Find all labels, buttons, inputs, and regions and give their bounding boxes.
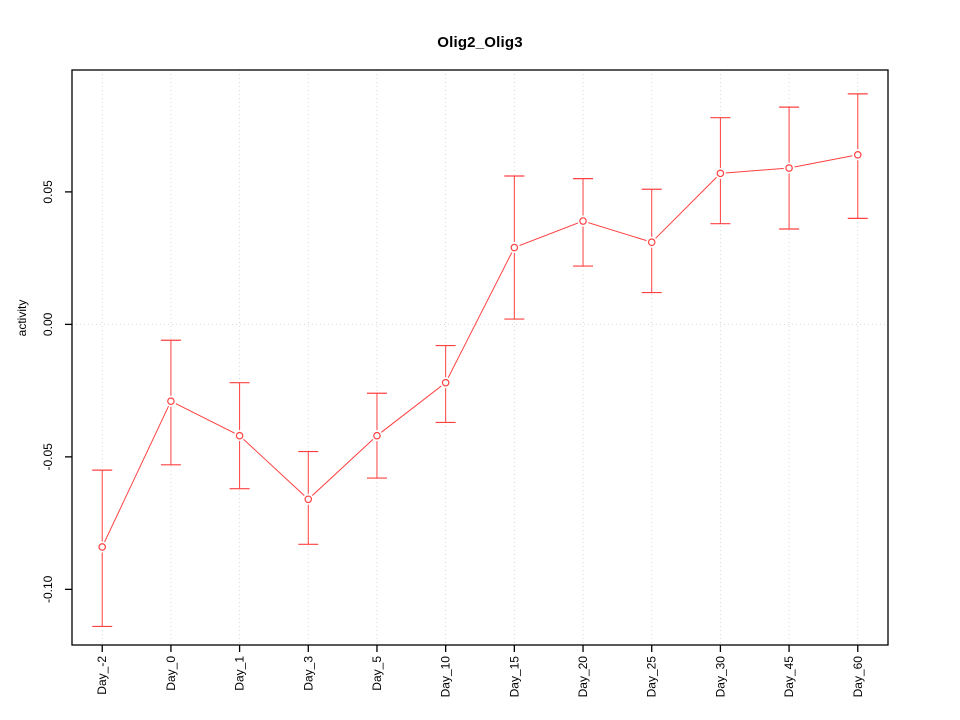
x-tick-label: Day_10	[439, 656, 453, 698]
x-tick-label: Day_20	[576, 656, 590, 698]
x-tick-label: Day_60	[851, 656, 865, 698]
data-point-marker	[785, 164, 793, 172]
y-tick-label: 0.00	[41, 312, 55, 336]
x-tick-label: Day_25	[645, 656, 659, 698]
chart-title: Olig2_Olig3	[437, 34, 523, 51]
y-tick-label: -0.10	[41, 575, 55, 603]
data-point-marker	[853, 150, 862, 159]
x-tick-label: Day_0	[164, 656, 178, 691]
x-tick-label: Day_3	[301, 656, 315, 691]
x-tick-label: Day_1	[233, 656, 247, 691]
data-point-marker	[510, 243, 519, 252]
data-point-marker	[373, 431, 381, 440]
data-point-marker	[235, 431, 244, 440]
x-tick-label: Day_5	[370, 656, 384, 691]
data-point-marker	[98, 543, 107, 551]
y-tick-label: -0.05	[41, 443, 55, 471]
x-tick-label: Day_45	[782, 656, 796, 698]
plot-border	[71, 69, 889, 646]
x-tick-label: Day_15	[507, 656, 521, 698]
x-tick-label: Day_30	[713, 656, 727, 698]
data-point-marker	[647, 238, 656, 247]
data-point-marker	[716, 169, 725, 178]
data-point-marker	[304, 495, 313, 504]
data-point-marker	[441, 378, 450, 387]
data-point-marker	[167, 397, 175, 406]
data-point-marker	[579, 217, 587, 225]
x-tick-label: Day_-2	[95, 656, 109, 695]
series-line	[101, 154, 858, 548]
y-tick-label: 0.05	[41, 180, 55, 204]
